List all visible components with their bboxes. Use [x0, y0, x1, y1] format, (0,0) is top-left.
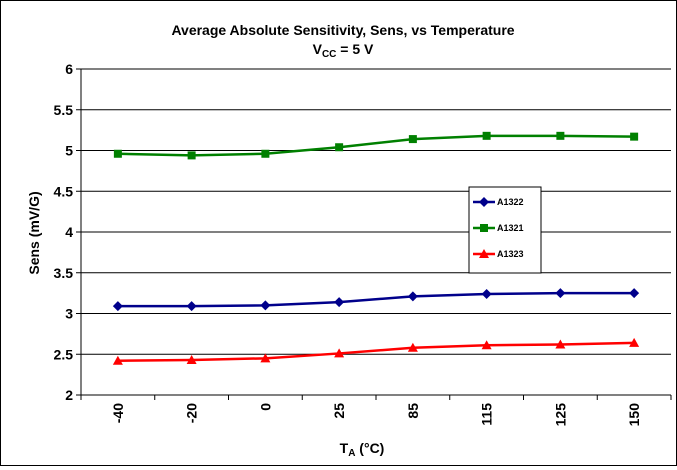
data-point-a1321 — [335, 143, 344, 152]
data-point-a1321 — [113, 149, 122, 158]
y-tick-label: 2 — [65, 387, 73, 403]
data-point-a1322 — [407, 291, 418, 302]
data-point-a1321 — [482, 131, 491, 140]
y-tick-label: 4 — [65, 224, 73, 240]
legend-label-a1321: A1321 — [497, 223, 524, 233]
data-point-a1323 — [334, 348, 345, 358]
chart-subtitle: VCC = 5 V — [313, 41, 374, 60]
legend-label-a1323: A1323 — [497, 249, 524, 259]
data-point-a1323 — [260, 353, 271, 363]
x-tick-label: 115 — [479, 403, 495, 426]
legend: A1322 A1321 A1323 — [468, 186, 542, 274]
y-tick-label: 2.5 — [54, 346, 74, 362]
y-axis-label: Sens (mV/G) — [26, 191, 42, 274]
data-point-a1322 — [186, 301, 197, 312]
data-point-a1323 — [407, 342, 418, 352]
chart-title: Average Absolute Sensitivity, Sens, vs T… — [171, 22, 514, 38]
plot-area: 2 2.5 3 3.5 4 4.5 5 5.5 6 -40 -20 0 25 85 115 125 150 A13… — [54, 61, 672, 427]
data-point-a1322 — [481, 288, 492, 299]
series-line-a1322 — [117, 291, 635, 308]
data-point-a1321 — [261, 149, 270, 158]
y-tick-label: 3 — [65, 306, 73, 322]
x-tick-label: 150 — [626, 403, 642, 427]
data-point-a1322 — [112, 301, 123, 312]
data-point-a1321 — [556, 131, 565, 140]
data-point-a1322 — [629, 288, 640, 299]
subtitle-main: V — [313, 41, 323, 57]
y-tick-label: 6 — [65, 61, 73, 77]
data-point-a1323 — [481, 340, 492, 350]
series-line-a1321 — [117, 134, 635, 157]
y-tick-label: 5.5 — [54, 102, 74, 118]
data-point-a1323 — [186, 354, 197, 364]
data-point-a1321 — [408, 135, 417, 144]
data-point-a1323 — [555, 339, 566, 349]
x-axis-label: TA (°C) — [340, 440, 385, 459]
x-tick-label: -40 — [110, 403, 126, 423]
data-point-a1321 — [187, 151, 196, 160]
series-line-a1323 — [117, 341, 635, 363]
data-point-a1322 — [555, 288, 566, 299]
data-point-a1321 — [630, 132, 639, 141]
y-tick-label: 5 — [65, 143, 73, 159]
x-tick-label: 25 — [331, 403, 347, 419]
legend-label-a1322: A1322 — [497, 197, 524, 207]
subtitle-sub: CC — [322, 49, 336, 60]
x-tick-label: 0 — [257, 403, 273, 411]
data-point-a1322 — [260, 300, 271, 311]
y-tick-label: 4.5 — [54, 183, 74, 199]
y-tick-label: 3.5 — [54, 265, 74, 281]
x-tick-label: -20 — [184, 403, 200, 423]
legend-marker-a1323 — [479, 249, 489, 258]
data-point-a1322 — [334, 297, 345, 308]
xlabel-sub: A — [348, 448, 355, 459]
legend-marker-a1321 — [480, 224, 488, 232]
subtitle-rest: = 5 V — [336, 41, 374, 57]
xlabel-main: T — [340, 440, 349, 456]
legend-marker-a1322 — [479, 197, 489, 207]
x-tick-label: 125 — [552, 403, 568, 427]
data-point-a1323 — [112, 355, 123, 365]
data-point-a1323 — [629, 337, 640, 347]
xlabel-rest: (°C) — [355, 440, 384, 456]
x-tick-label: 85 — [405, 403, 421, 419]
